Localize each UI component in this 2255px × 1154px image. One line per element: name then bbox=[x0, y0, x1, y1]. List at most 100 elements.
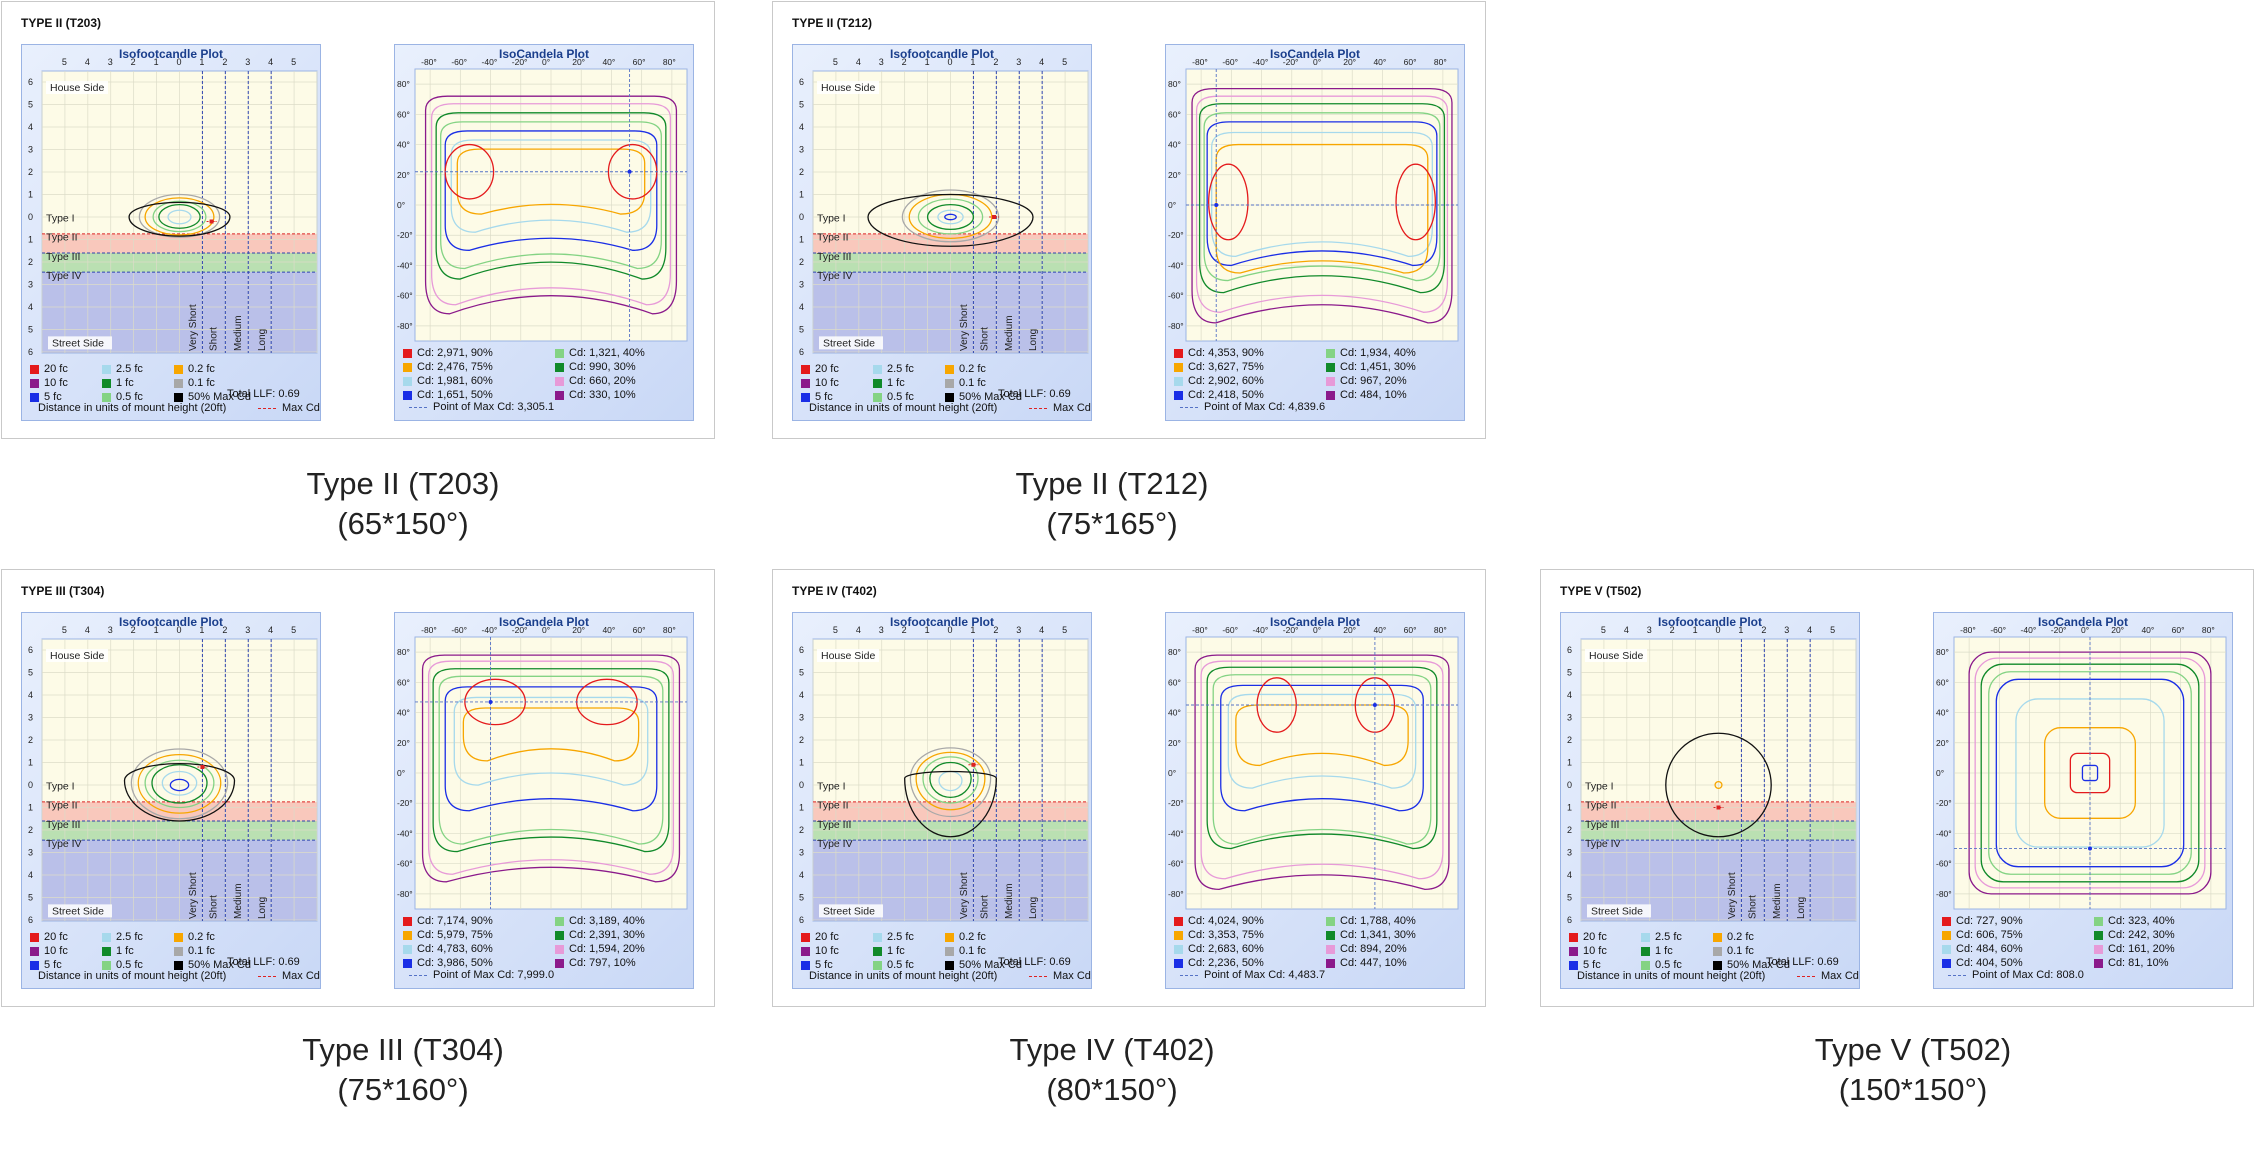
legend-cd-40: Cd: 1,321, 40% bbox=[555, 347, 685, 360]
isofootcandle-contour bbox=[867, 193, 1034, 247]
isocandela-contour bbox=[430, 103, 672, 306]
y-tick-label: 1 bbox=[28, 803, 33, 813]
y-tick-label: 5 bbox=[1567, 668, 1572, 678]
y-tick-label: 1 bbox=[1567, 803, 1572, 813]
y-tick-label: 60° bbox=[1168, 677, 1181, 687]
legend-cd-20: Cd: 1,594, 20% bbox=[555, 943, 685, 956]
y-tick-label: 3 bbox=[1567, 713, 1572, 723]
x-tick-label: -20° bbox=[512, 57, 528, 67]
isofootcandle-svg: 5 4 3 2 1 0 1 2 3 4 5 6 5 4 3 2 1 0 1 2 3 4 5 6 House Side Type I… bbox=[1567, 625, 1857, 925]
x-tick-label: 0° bbox=[542, 625, 550, 635]
x-tick-label: -40° bbox=[1253, 625, 1269, 635]
y-tick-label: 80° bbox=[1936, 647, 1949, 657]
x-tick-label: -80° bbox=[421, 625, 437, 635]
caption-beam: (65*150°) bbox=[337, 506, 469, 541]
x-tick-label: 3 bbox=[245, 57, 250, 67]
isocandela-title: IsoCandela Plot bbox=[1269, 615, 1361, 629]
y-tick-label: 80° bbox=[397, 79, 410, 89]
isocandela-contour bbox=[1203, 112, 1441, 282]
x-tick-label: -20° bbox=[2051, 625, 2067, 635]
isofootcandle-contour bbox=[167, 209, 192, 225]
legend-2-5fc: 2.5 fc bbox=[873, 931, 943, 944]
isocandela-title: IsoCandela Plot bbox=[498, 615, 590, 629]
y-tick-label: 0° bbox=[1168, 200, 1176, 210]
y-tick-label: 6 bbox=[799, 77, 804, 87]
isocandela-contour bbox=[1195, 95, 1449, 313]
caption-t502: Type V (T502) (150*150°) bbox=[1556, 1030, 2255, 1110]
legend-cd-10: Cd: 81, 10% bbox=[2094, 957, 2224, 970]
y-tick-label: 2 bbox=[799, 825, 804, 835]
y-tick-label: 6 bbox=[799, 915, 804, 925]
isofootcandle-title: Isofootcandle Plot bbox=[889, 47, 994, 61]
isocandela-legend: Cd: 4,024, 90% Cd: 1,788, 40% Cd: 3,353,… bbox=[1174, 915, 1458, 970]
label-bg bbox=[46, 81, 108, 94]
x-tick-label: 4 bbox=[1807, 625, 1812, 635]
y-tick-label: 2 bbox=[28, 825, 33, 835]
legend-cd-10: Cd: 330, 10% bbox=[555, 389, 685, 402]
street-side-label: Street Side bbox=[52, 905, 104, 917]
x-tick-label: 5 bbox=[1830, 625, 1835, 635]
type-i-label: Type I bbox=[817, 213, 846, 225]
type-ii-label: Type II bbox=[1585, 800, 1617, 812]
isofootcandle-contour bbox=[152, 200, 207, 233]
isocandela-contour bbox=[1227, 693, 1417, 789]
y-tick-label: 40° bbox=[397, 708, 410, 718]
legend-50-max-cd: 50% Max Cd bbox=[945, 959, 1035, 972]
x-tick-label: 60° bbox=[2172, 625, 2185, 635]
card-title: TYPE II (T212) bbox=[792, 16, 873, 30]
legend-cd-20: Cd: 660, 20% bbox=[555, 375, 685, 388]
y-tick-label: 2 bbox=[1567, 825, 1572, 835]
x-tick-label: 1 bbox=[199, 625, 204, 635]
y-tick-label: 3 bbox=[28, 280, 33, 290]
x-tick-label: 0 bbox=[948, 625, 953, 635]
x-tick-label: 40° bbox=[602, 625, 615, 635]
x-tick-label: 2 bbox=[222, 625, 227, 635]
caption-title: Type III (T304) bbox=[302, 1032, 504, 1067]
street-side-label: Street Side bbox=[1591, 905, 1643, 917]
x-tick-label: 20° bbox=[2111, 625, 2124, 635]
x-tick-label: 40° bbox=[1373, 625, 1386, 635]
distance-label: Medium bbox=[233, 883, 244, 919]
isocandela-contour bbox=[1191, 87, 1453, 324]
y-tick-label: 6 bbox=[1567, 645, 1572, 655]
x-tick-label: 1 bbox=[199, 57, 204, 67]
legend-2-5fc: 2.5 fc bbox=[873, 363, 943, 376]
legend-0-1fc: 0.1 fc bbox=[945, 377, 1035, 390]
y-tick-label: 5 bbox=[28, 100, 33, 110]
legend-cd-40: Cd: 1,934, 40% bbox=[1326, 347, 1456, 360]
x-tick-label: 0 bbox=[1716, 625, 1721, 635]
y-tick-label: 5 bbox=[799, 100, 804, 110]
x-tick-label: -40° bbox=[482, 625, 498, 635]
legend-10fc: 10 fc bbox=[801, 377, 871, 390]
x-tick-label: 4 bbox=[268, 57, 273, 67]
isofootcandle-plot: 5 4 3 2 1 0 1 2 3 4 5 6 5 4 3 2 1 0 1 2 3 4 5 6 House Side Type I… bbox=[792, 612, 1092, 989]
isofootcandle-contour bbox=[169, 778, 190, 792]
x-tick-label: -60° bbox=[1990, 625, 2006, 635]
isocandela-contour bbox=[1215, 143, 1429, 274]
house-side-label: House Side bbox=[821, 82, 875, 94]
distance-label: Long bbox=[1028, 329, 1039, 351]
street-side-label: Street Side bbox=[823, 905, 875, 917]
max-cd-key: Max Cd bbox=[258, 402, 320, 414]
x-tick-label: 0° bbox=[1313, 625, 1321, 635]
y-tick-label: -20° bbox=[1168, 230, 1184, 240]
y-tick-label: 40° bbox=[1936, 708, 1949, 718]
isofootcandle-contour bbox=[1714, 781, 1723, 789]
caption-t212: Type II (T212) (75*165°) bbox=[755, 464, 1469, 544]
isocandela-contour bbox=[427, 660, 675, 875]
max-point-marker bbox=[1214, 203, 1219, 207]
isocandela-plot: -80° -60° -40° -20° 0° 20° 40° 60° 80° 80° 60° 40° 2… bbox=[394, 44, 694, 421]
x-tick-label: 5 bbox=[62, 625, 67, 635]
caption-t402: Type IV (T402) (80*150°) bbox=[755, 1030, 1469, 1110]
max-point-marker bbox=[627, 169, 632, 174]
x-tick-label: 1 bbox=[1693, 625, 1698, 635]
legend-cd-50: Cd: 2,418, 50% bbox=[1174, 389, 1324, 402]
distance-note: Distance in units of mount height (20ft) bbox=[809, 970, 998, 982]
y-tick-label: 0 bbox=[1567, 780, 1572, 790]
isofootcandle-legend: 20 fc 2.5 fc 0.2 fc 10 fc 1 fc 0.1 fc 5 … bbox=[801, 931, 1085, 972]
caption-t304: Type III (T304) (75*160°) bbox=[46, 1030, 760, 1110]
total-llf: Total LLF: 0.69 bbox=[998, 956, 1071, 968]
isocandela-contour bbox=[1212, 674, 1432, 845]
isocandela-title: IsoCandela Plot bbox=[498, 47, 590, 61]
type-i-label: Type I bbox=[1585, 781, 1614, 793]
